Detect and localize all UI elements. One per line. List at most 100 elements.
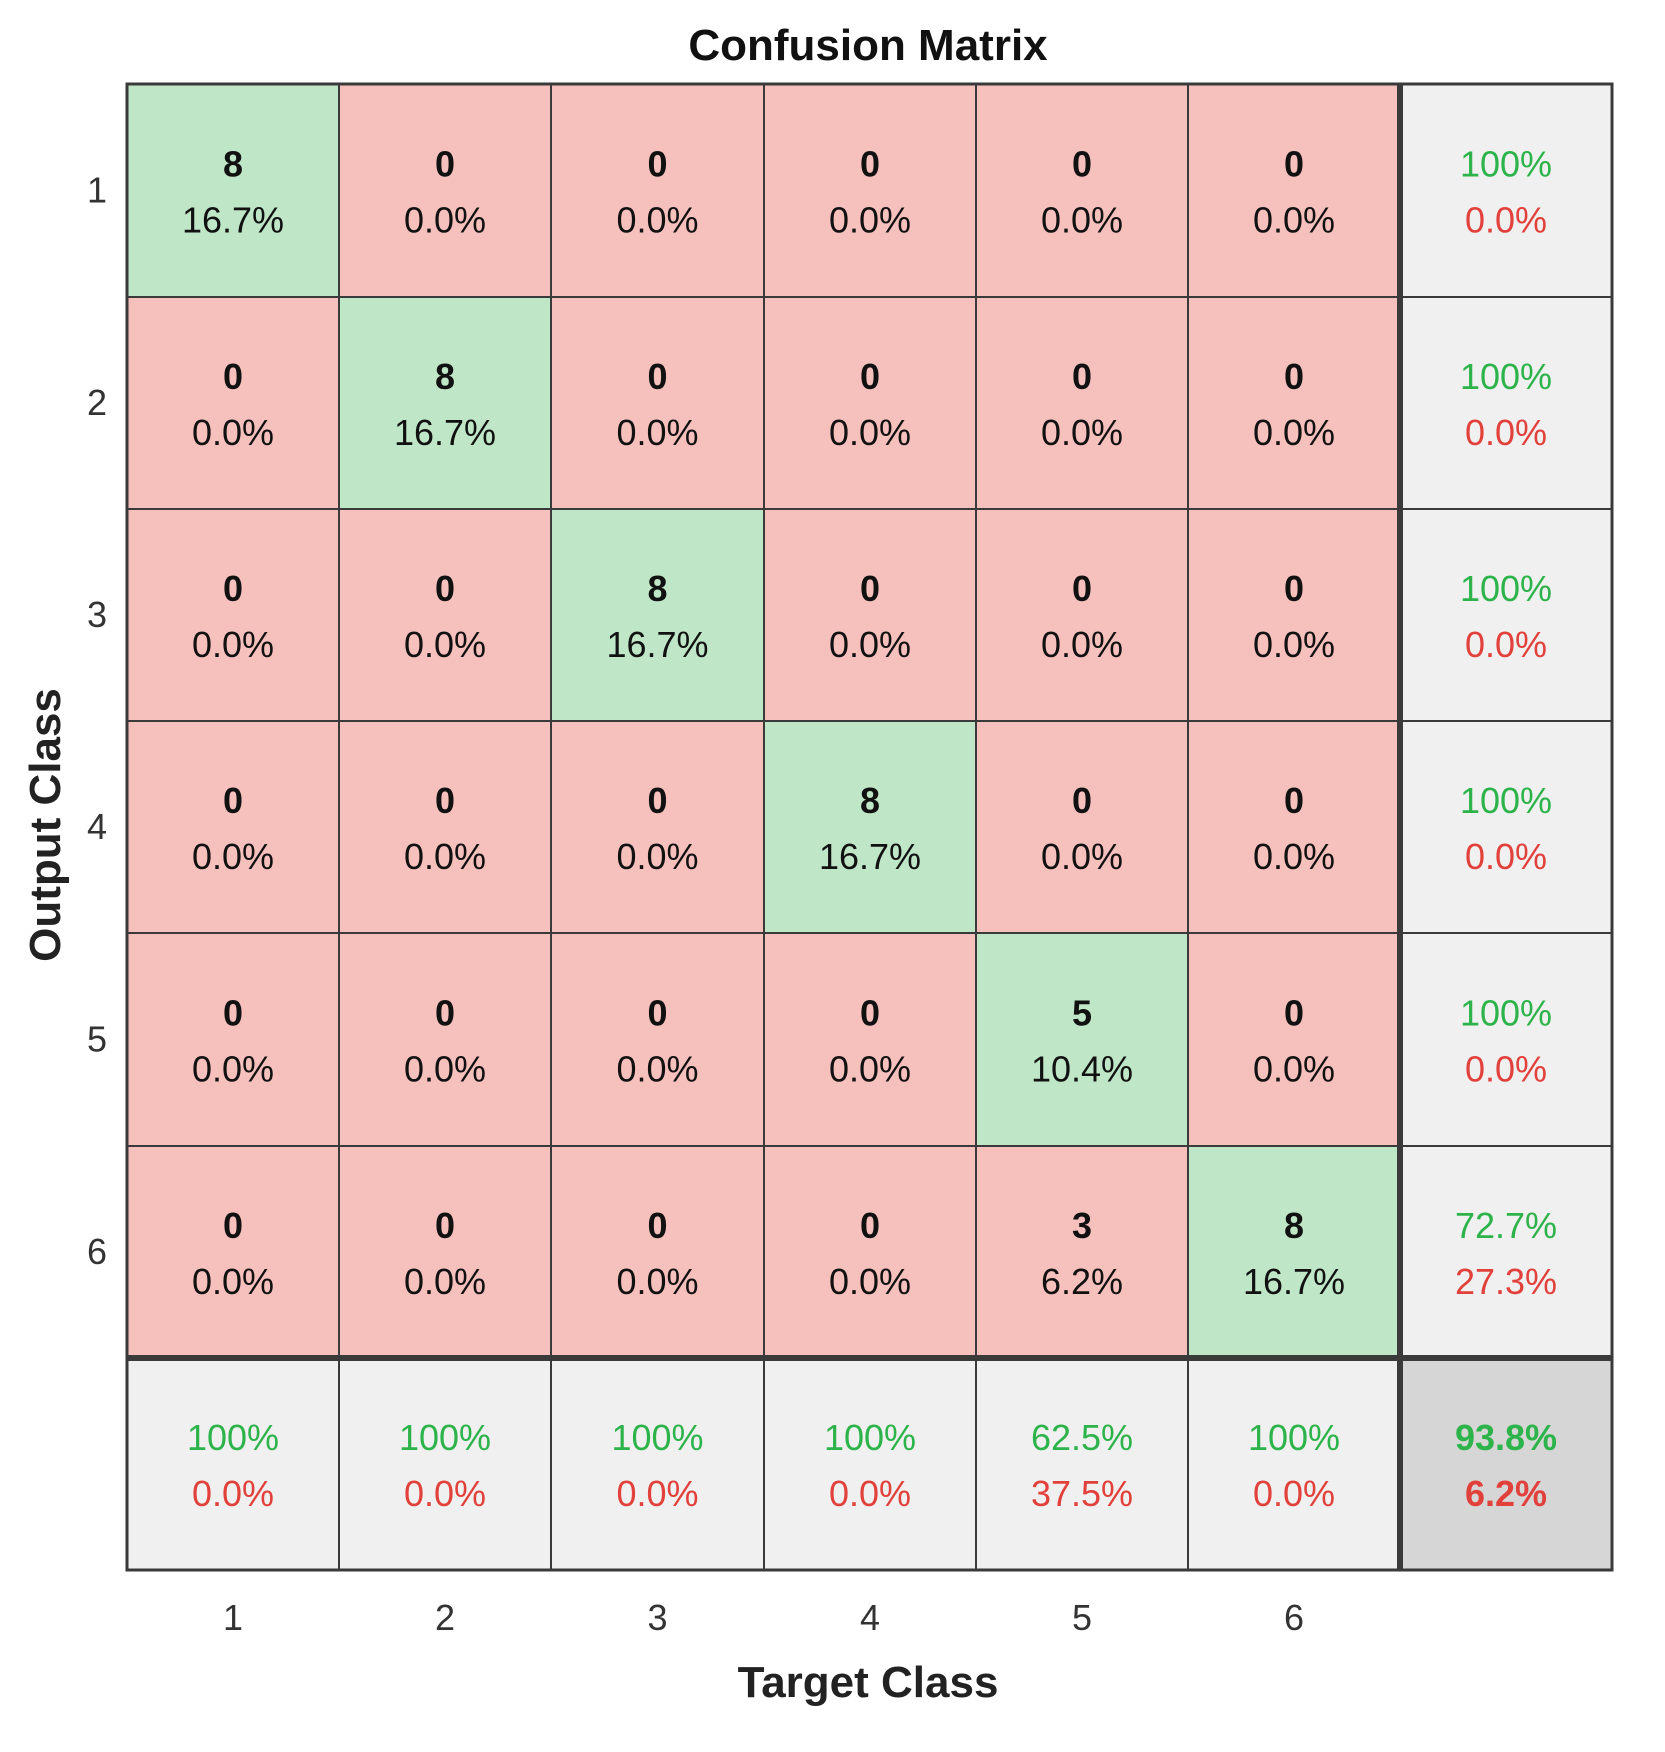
incorrect-cell xyxy=(127,933,339,1146)
cell-count: 0 xyxy=(1284,144,1304,185)
cell-count: 0 xyxy=(647,993,667,1034)
y-tick-label: 4 xyxy=(87,806,107,847)
cell-percent: 0.0% xyxy=(1253,412,1335,453)
cell-count: 0 xyxy=(1284,780,1304,821)
cell-percent: 0.0% xyxy=(192,412,274,453)
cell-count: 0 xyxy=(223,1205,243,1246)
cell-count: 0 xyxy=(435,568,455,609)
incorrect-cell xyxy=(976,1146,1188,1358)
cell-percent: 0.0% xyxy=(616,200,698,241)
col-summary-error: 0.0% xyxy=(404,1473,486,1514)
row-summary-error: 0.0% xyxy=(1465,836,1547,877)
cell-count: 0 xyxy=(1072,356,1092,397)
cell-count: 3 xyxy=(1072,1205,1092,1246)
row-summary-error: 0.0% xyxy=(1465,200,1547,241)
incorrect-cell xyxy=(127,297,339,509)
incorrect-cell xyxy=(1188,933,1400,1146)
row-summary-cell xyxy=(1400,933,1612,1146)
incorrect-cell xyxy=(764,297,976,509)
cell-count: 0 xyxy=(435,780,455,821)
row-summary-error: 0.0% xyxy=(1465,412,1547,453)
cell-count: 0 xyxy=(860,1205,880,1246)
cell-percent: 0.0% xyxy=(1041,200,1123,241)
cell-percent: 0.0% xyxy=(829,624,911,665)
cell-percent: 16.7% xyxy=(819,836,921,877)
cell-count: 0 xyxy=(223,780,243,821)
overall-accuracy-cell xyxy=(1400,1358,1612,1570)
cell-percent: 0.0% xyxy=(829,200,911,241)
row-summary-correct: 100% xyxy=(1460,993,1552,1034)
cell-count: 0 xyxy=(1284,993,1304,1034)
cell-count: 0 xyxy=(223,356,243,397)
cell-percent: 0.0% xyxy=(404,1261,486,1302)
cell-percent: 16.7% xyxy=(182,200,284,241)
x-tick-label: 2 xyxy=(435,1597,455,1638)
axis-ticks: 1 2 3 4 5 6 1 2 3 4 5 6 xyxy=(87,170,1304,1639)
incorrect-cell xyxy=(127,721,339,933)
cell-count: 0 xyxy=(223,993,243,1034)
y-tick-label: 3 xyxy=(87,594,107,635)
incorrect-cell xyxy=(976,297,1188,509)
incorrect-cell xyxy=(1188,84,1400,297)
cell-percent: 0.0% xyxy=(192,1261,274,1302)
x-tick-label: 5 xyxy=(1072,1597,1092,1638)
col-summary-cell xyxy=(551,1358,764,1570)
cell-percent: 6.2% xyxy=(1041,1261,1123,1302)
cell-count: 0 xyxy=(435,1205,455,1246)
col-summary-correct: 100% xyxy=(824,1417,916,1458)
cell-count: 8 xyxy=(223,144,243,185)
row-summary-cell xyxy=(1400,1146,1612,1358)
incorrect-cell xyxy=(976,84,1188,297)
overall-error: 6.2% xyxy=(1465,1473,1547,1514)
cell-count: 0 xyxy=(435,993,455,1034)
cell-percent: 0.0% xyxy=(616,836,698,877)
correct-cell xyxy=(127,84,339,297)
overall-correct: 93.8% xyxy=(1455,1417,1557,1458)
cell-percent: 16.7% xyxy=(394,412,496,453)
cell-count: 8 xyxy=(860,780,880,821)
row-summary-cell xyxy=(1400,509,1612,721)
row-summary-error: 0.0% xyxy=(1465,624,1547,665)
incorrect-cell xyxy=(976,509,1188,721)
incorrect-cell xyxy=(976,721,1188,933)
col-summary-cell xyxy=(1188,1358,1400,1570)
cell-count: 5 xyxy=(1072,993,1092,1034)
incorrect-cell xyxy=(339,509,551,721)
cell-count: 8 xyxy=(435,356,455,397)
incorrect-cell xyxy=(339,933,551,1146)
matrix-border xyxy=(125,82,1614,1572)
cell-percent: 16.7% xyxy=(606,624,708,665)
cell-count: 0 xyxy=(860,356,880,397)
cell-percent: 0.0% xyxy=(616,1049,698,1090)
correct-cell xyxy=(764,721,976,933)
row-summary-error: 27.3% xyxy=(1455,1261,1557,1302)
incorrect-cell xyxy=(764,1146,976,1358)
cell-percent: 0.0% xyxy=(404,624,486,665)
cell-count: 0 xyxy=(1284,568,1304,609)
col-summary-cell xyxy=(339,1358,551,1570)
cell-percent: 0.0% xyxy=(616,412,698,453)
col-summary-error: 0.0% xyxy=(616,1473,698,1514)
incorrect-cell xyxy=(339,1146,551,1358)
cell-count: 0 xyxy=(1072,144,1092,185)
incorrect-cell xyxy=(127,509,339,721)
col-summary-error: 37.5% xyxy=(1031,1473,1133,1514)
col-summary-correct: 100% xyxy=(611,1417,703,1458)
incorrect-cell xyxy=(1188,297,1400,509)
row-summary-cell xyxy=(1400,721,1612,933)
incorrect-cell xyxy=(551,84,764,297)
cell-count: 0 xyxy=(647,1205,667,1246)
incorrect-cell xyxy=(551,933,764,1146)
cell-percent: 0.0% xyxy=(1041,412,1123,453)
cell-count: 0 xyxy=(1072,568,1092,609)
y-tick-label: 1 xyxy=(87,170,107,211)
correct-cell xyxy=(551,509,764,721)
matrix-cells: 8 16.7% 0 0.0% 0 0.0% 0 0.0% 0 0.0% 0 0.0% 0 0.0% 8 16.… xyxy=(127,84,1612,1570)
col-summary-correct: 100% xyxy=(399,1417,491,1458)
cell-percent: 10.4% xyxy=(1031,1049,1133,1090)
cell-count: 0 xyxy=(1284,356,1304,397)
cell-percent: 0.0% xyxy=(829,1049,911,1090)
y-tick-label: 2 xyxy=(87,382,107,423)
correct-cell xyxy=(976,933,1188,1146)
